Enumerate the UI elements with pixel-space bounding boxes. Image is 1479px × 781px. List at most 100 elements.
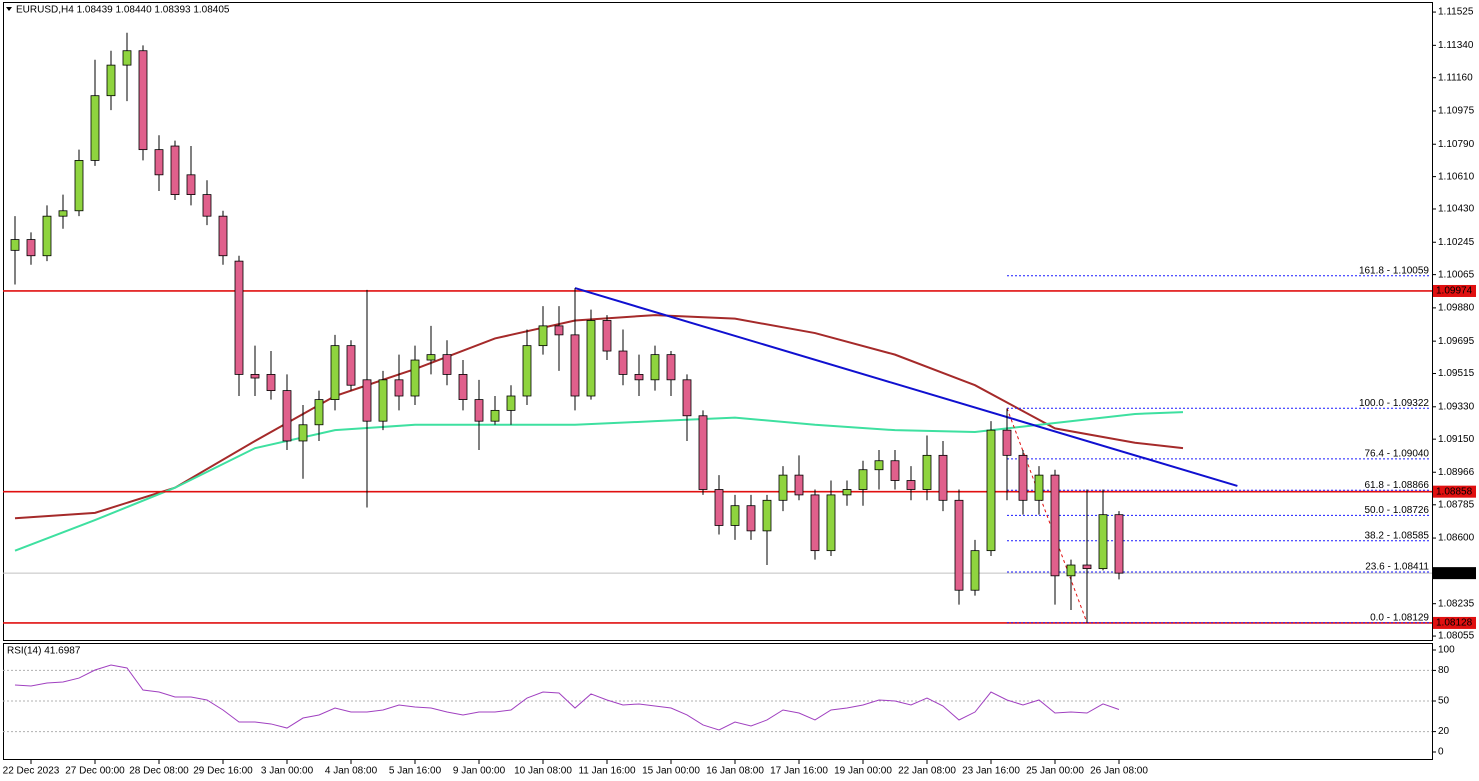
menu-triangle	[6, 7, 12, 11]
candle-body	[730, 505, 740, 526]
candle-body	[106, 64, 116, 97]
candle-body	[282, 390, 292, 442]
y-tick-label: 1.08966	[1438, 467, 1475, 478]
candle-body	[986, 429, 996, 552]
candle-body	[810, 494, 820, 552]
y-tick-label: 0	[1438, 747, 1444, 758]
x-tick-label: 11 Jan 16:00	[578, 766, 636, 777]
candle-body	[26, 239, 36, 257]
candle-body	[970, 550, 980, 591]
candle-body	[314, 399, 324, 426]
candle-body	[794, 474, 804, 496]
candle-body	[954, 499, 964, 591]
candle-body	[890, 460, 900, 481]
y-tick-label: 1.08055	[1438, 631, 1475, 642]
y-tick-label: 1.08600	[1438, 533, 1475, 544]
candle-body	[218, 215, 228, 257]
candle-body	[90, 95, 100, 161]
candle-body	[586, 320, 596, 397]
x-tick-label: 5 Jan 16:00	[389, 766, 442, 777]
moving-average	[14, 411, 1184, 552]
trendline	[574, 287, 1238, 487]
y-tick-label: 50	[1438, 696, 1450, 707]
y-tick-label: 1.11340	[1438, 40, 1474, 51]
y-tick-label: 1.09695	[1438, 336, 1475, 347]
x-tick-label: 3 Jan 00:00	[261, 766, 314, 777]
candle-body	[266, 374, 276, 392]
candle-body	[906, 480, 916, 490]
level-label: 1.08128	[1436, 618, 1473, 629]
x-tick-label: 15 Jan 00:00	[642, 766, 700, 777]
x-tick-label: 9 Jan 00:00	[453, 766, 506, 777]
candle-body	[394, 379, 404, 397]
x-tick-label: 29 Dec 16:00	[193, 766, 253, 777]
y-tick-label: 1.10790	[1438, 139, 1475, 150]
level-label-box	[1433, 485, 1476, 498]
x-tick-label: 22 Dec 2023	[3, 766, 60, 777]
x-tick-label: 17 Jan 16:00	[770, 766, 828, 777]
candle-body	[1114, 514, 1124, 574]
candle-body	[682, 379, 692, 417]
x-tick-label: 28 Dec 08:00	[129, 766, 189, 777]
candle-body	[426, 354, 436, 361]
candle-body	[490, 409, 500, 422]
y-tick-label: 80	[1438, 665, 1450, 676]
rsi-pane	[3, 643, 1433, 760]
fib-level-label: 161.8 - 1.10059	[1359, 265, 1429, 276]
candle-body	[826, 494, 836, 552]
fib-level-label: 100.0 - 1.09322	[1359, 398, 1429, 409]
fib-level-label: 38.2 - 1.08585	[1365, 530, 1430, 541]
x-tick-label: 10 Jan 08:00	[514, 766, 572, 777]
candle-body	[58, 210, 68, 217]
fib-level-label: 76.4 - 1.09040	[1365, 449, 1430, 460]
moving-average	[14, 314, 1184, 520]
candle-body	[842, 489, 852, 496]
y-tick-label: 1.10610	[1438, 171, 1475, 182]
rsi-line	[14, 664, 1120, 731]
candle-body	[1066, 564, 1076, 577]
y-tick-label: 1.10975	[1438, 106, 1475, 117]
candle-body	[762, 499, 772, 532]
y-tick-label: 20	[1438, 726, 1450, 737]
y-tick-label: 1.08785	[1438, 499, 1475, 510]
candle-body	[186, 174, 196, 195]
fib-level-label: 61.8 - 1.08866	[1365, 480, 1430, 491]
candle-body	[154, 149, 164, 176]
candle-body	[1098, 514, 1108, 570]
candle-body	[362, 379, 372, 422]
candle-body	[522, 345, 532, 397]
current-price-box	[1433, 567, 1476, 580]
y-tick-label: 1.08235	[1438, 598, 1475, 609]
candle-body	[938, 454, 948, 501]
candle-body	[410, 359, 420, 397]
candle-body	[602, 320, 612, 352]
candle-body	[138, 50, 148, 151]
x-tick-label: 25 Jan 00:00	[1026, 766, 1084, 777]
candle-body	[538, 325, 548, 347]
fib-anchor-line	[1006, 408, 1088, 623]
y-tick-label: 100	[1438, 645, 1455, 656]
candle-body	[506, 395, 516, 411]
fib-level-label: 0.0 - 1.08129	[1370, 612, 1429, 623]
level-label-box	[1433, 284, 1476, 297]
candle-body	[570, 334, 580, 397]
y-tick-label: 1.09330	[1438, 401, 1475, 412]
candle-body	[1034, 474, 1044, 501]
candle-body	[378, 379, 388, 422]
candle-body	[650, 354, 660, 381]
candle-body	[74, 160, 84, 212]
y-tick-label: 1.11525	[1438, 7, 1474, 18]
candle-body	[634, 374, 644, 381]
candle-body	[202, 194, 212, 217]
candle-body	[858, 469, 868, 490]
candle-body	[1002, 429, 1012, 456]
candle-body	[778, 474, 788, 501]
candle-body	[458, 374, 468, 400]
x-tick-label: 19 Jan 00:00	[834, 766, 892, 777]
level-label: 1.09974	[1436, 286, 1473, 297]
candle-body	[234, 260, 244, 375]
y-tick-label: 1.10065	[1438, 269, 1475, 280]
y-tick-label: 1.09150	[1438, 434, 1475, 445]
x-tick-label: 22 Jan 08:00	[898, 766, 956, 777]
